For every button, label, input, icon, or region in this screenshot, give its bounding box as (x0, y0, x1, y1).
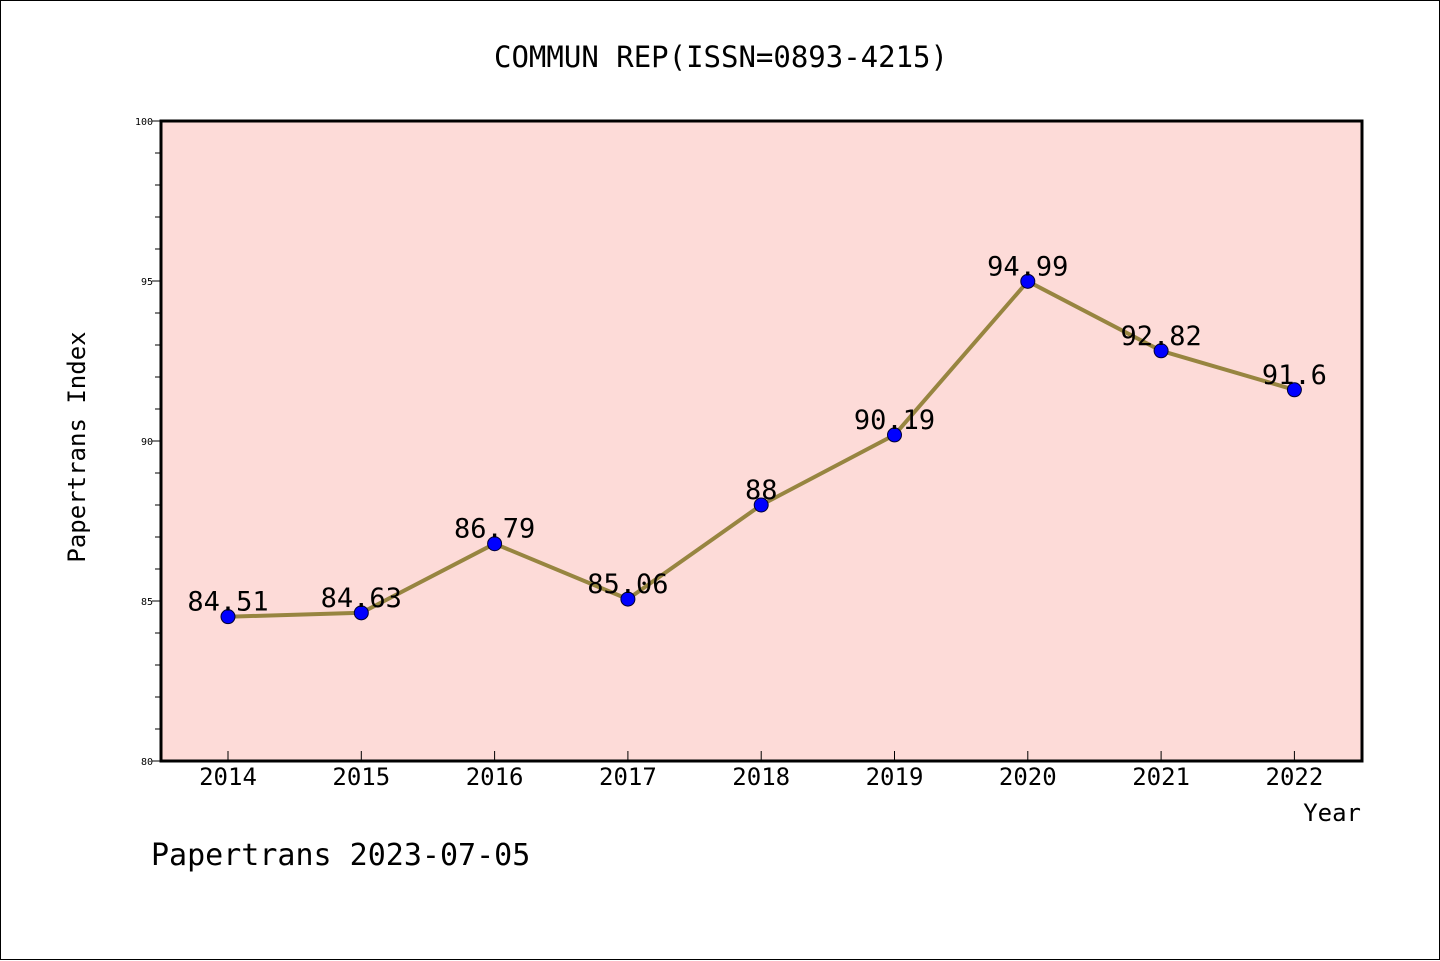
data-point (220, 609, 236, 625)
data-markers (220, 273, 1302, 625)
x-tick-label: 2015 (332, 763, 390, 791)
y-tick-label: 90 (141, 437, 153, 448)
x-tick-label: 2020 (999, 763, 1057, 791)
data-label: 94.99 (987, 251, 1068, 282)
footer-text: Papertrans 2023-07-05 (151, 838, 530, 873)
x-tick-labels: 2014 2015 2016 2017 2018 2019 2020 2021 2022 (199, 763, 1323, 791)
data-label: 91.6 (1262, 360, 1327, 391)
plot-border (159, 119, 1364, 763)
x-tick-label: 2017 (599, 763, 657, 791)
x-tick-label: 2021 (1132, 763, 1190, 791)
data-point (620, 591, 636, 607)
y-tick-labels: 80 85 90 95 100 (135, 117, 153, 768)
data-label: 85.06 (587, 569, 668, 600)
data-point (353, 605, 369, 621)
y-tick-label: 80 (141, 757, 153, 768)
data-label: 84.63 (321, 583, 402, 614)
y-axis-label: Papertrans Index (63, 331, 91, 562)
y-tick-label: 95 (141, 277, 153, 288)
x-tick-label: 2016 (466, 763, 524, 791)
x-tick-label: 2014 (199, 763, 257, 791)
data-label: 92.82 (1120, 321, 1201, 352)
data-point (1020, 273, 1036, 289)
data-point (753, 497, 769, 513)
x-axis-label: Year (1303, 799, 1361, 827)
y-tick-label: 100 (135, 117, 153, 128)
data-point (1286, 382, 1302, 398)
data-label: 84.51 (187, 587, 268, 618)
x-tick-label: 2022 (1266, 763, 1324, 791)
chart-title: COMMUN REP(ISSN=0893-4215) (494, 40, 948, 74)
data-label: 88 (745, 475, 778, 506)
data-point (1153, 343, 1169, 359)
data-labels: 84.51 84.63 86.79 85.06 88 90.19 94.99 92.82 91.… (187, 251, 1327, 617)
data-point (887, 427, 902, 443)
x-tick-label: 2018 (732, 763, 790, 791)
x-tick-label: 2019 (866, 763, 924, 791)
data-point (487, 536, 503, 552)
plot-area (161, 121, 1362, 761)
data-label: 90.19 (854, 405, 935, 436)
y-tick-label: 85 (141, 597, 153, 608)
data-label: 86.79 (454, 514, 535, 545)
